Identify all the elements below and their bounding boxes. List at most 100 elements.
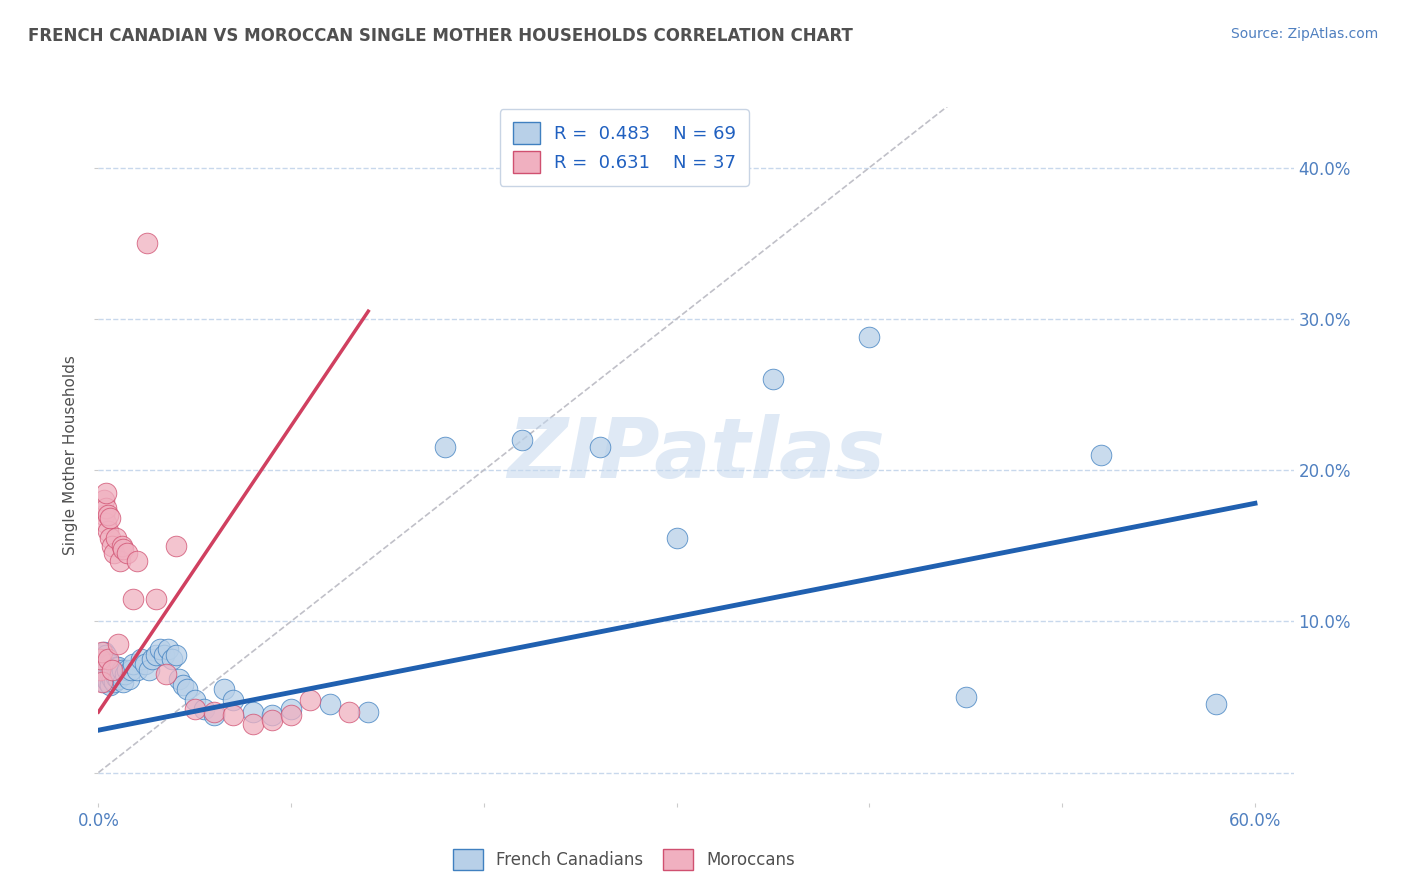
Point: [103, 663, 125, 677]
Point: [93, 674, 115, 689]
Point: [110, 539, 132, 553]
Point: [94, 516, 117, 530]
Point: [98, 667, 121, 681]
Point: [94, 500, 117, 515]
Point: [145, 591, 167, 606]
Point: [280, 708, 302, 723]
Point: [104, 670, 127, 684]
Point: [165, 648, 187, 662]
Point: [91, 644, 114, 658]
Point: [118, 672, 141, 686]
Point: [98, 511, 121, 525]
Point: [97, 674, 120, 689]
Point: [101, 539, 124, 553]
Point: [89, 657, 111, 671]
Point: [93, 655, 115, 669]
Point: [202, 708, 225, 723]
Point: [93, 663, 115, 677]
Point: [107, 672, 129, 686]
Point: [588, 441, 610, 455]
Point: [91, 667, 114, 681]
Point: [222, 708, 245, 723]
Point: [319, 698, 342, 712]
Point: [193, 702, 215, 716]
Point: [93, 493, 115, 508]
Point: [103, 546, 125, 560]
Point: [104, 659, 127, 673]
Point: [141, 652, 163, 666]
Point: [125, 663, 148, 677]
Point: [94, 655, 117, 669]
Y-axis label: Single Mother Households: Single Mother Households: [63, 355, 79, 555]
Point: [357, 705, 380, 719]
Point: [101, 672, 124, 686]
Point: [101, 663, 124, 677]
Point: [242, 717, 264, 731]
Point: [242, 705, 264, 719]
Point: [149, 641, 172, 656]
Point: [112, 541, 135, 556]
Point: [299, 693, 322, 707]
Point: [97, 524, 120, 538]
Point: [93, 508, 115, 523]
Point: [125, 554, 148, 568]
Point: [172, 678, 194, 692]
Point: [114, 667, 136, 681]
Point: [112, 674, 135, 689]
Legend: French Canadians, Moroccans: French Canadians, Moroccans: [444, 841, 804, 878]
Point: [98, 657, 121, 671]
Point: [169, 672, 191, 686]
Point: [762, 372, 785, 386]
Point: [107, 637, 129, 651]
Point: [156, 641, 179, 656]
Point: [97, 508, 120, 523]
Point: [89, 663, 111, 677]
Point: [184, 702, 207, 716]
Point: [117, 663, 139, 677]
Point: [89, 652, 111, 666]
Point: [98, 678, 121, 692]
Point: [104, 531, 127, 545]
Point: [108, 667, 131, 681]
Point: [108, 554, 131, 568]
Point: [955, 690, 977, 704]
Point: [97, 667, 120, 681]
Point: [176, 682, 198, 697]
Point: [134, 657, 156, 671]
Point: [1090, 448, 1112, 462]
Point: [103, 674, 125, 689]
Point: [110, 663, 132, 677]
Point: [184, 693, 207, 707]
Point: [101, 663, 124, 677]
Text: Source: ZipAtlas.com: Source: ZipAtlas.com: [1230, 27, 1378, 41]
Point: [135, 236, 157, 251]
Point: [97, 657, 120, 671]
Point: [94, 663, 117, 677]
Point: [145, 648, 167, 662]
Point: [260, 708, 283, 723]
Point: [202, 705, 225, 719]
Point: [91, 652, 114, 666]
Point: [434, 441, 457, 455]
Point: [858, 330, 880, 344]
Point: [117, 546, 139, 560]
Point: [138, 663, 160, 677]
Point: [160, 652, 183, 666]
Point: [122, 657, 145, 671]
Text: FRENCH CANADIAN VS MOROCCAN SINGLE MOTHER HOUSEHOLDS CORRELATION CHART: FRENCH CANADIAN VS MOROCCAN SINGLE MOTHE…: [28, 27, 853, 45]
Point: [94, 672, 117, 686]
Point: [120, 663, 142, 677]
Point: [94, 648, 117, 662]
Point: [512, 433, 534, 447]
Point: [337, 705, 360, 719]
Point: [260, 713, 283, 727]
Point: [94, 485, 117, 500]
Point: [89, 663, 111, 677]
Point: [97, 652, 120, 666]
Point: [107, 659, 129, 673]
Point: [280, 702, 302, 716]
Point: [93, 644, 115, 658]
Point: [122, 591, 145, 606]
Text: ZIPatlas: ZIPatlas: [508, 415, 884, 495]
Point: [91, 674, 114, 689]
